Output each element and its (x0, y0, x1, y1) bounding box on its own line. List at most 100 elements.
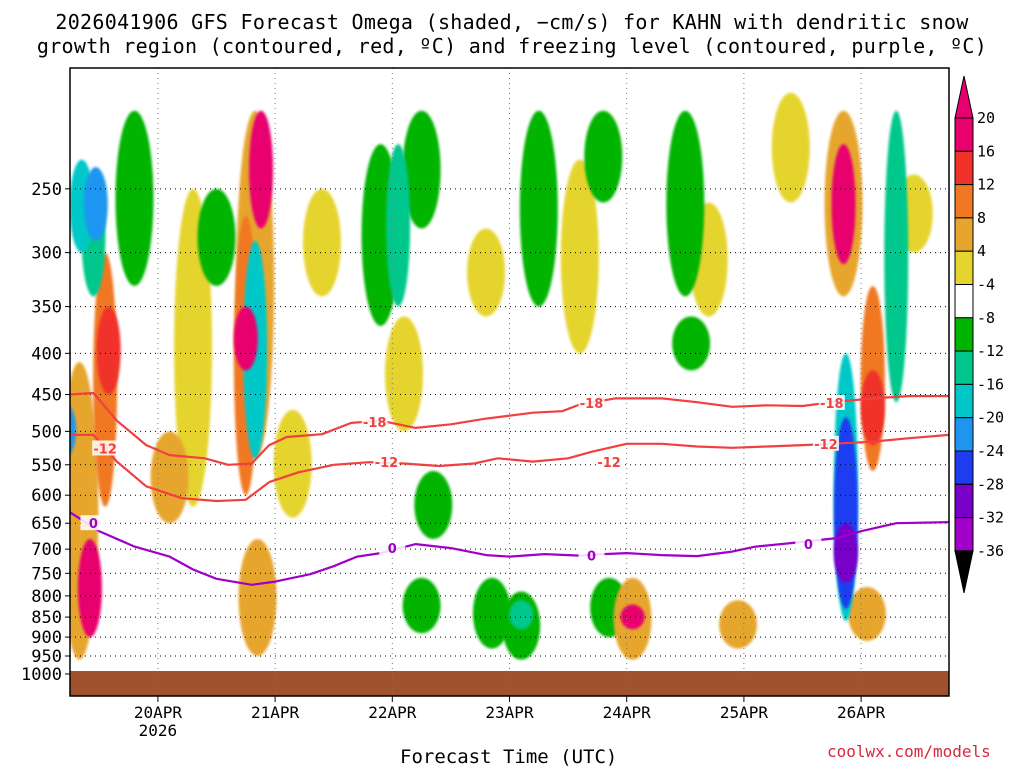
contour-line--18 (70, 391, 949, 466)
contour-label-bg (578, 394, 605, 410)
omega-blob (150, 431, 189, 524)
colorbar-band (954, 517, 974, 552)
pressure-tick-label: 850 (31, 608, 62, 628)
colorbar-band (954, 217, 974, 252)
pressure-tick-label: 1000 (21, 665, 62, 685)
contour-label: -18 (820, 397, 844, 412)
pressure-tick-label: 450 (31, 386, 62, 406)
omega-blob (672, 316, 711, 371)
omega-blob (302, 188, 341, 297)
omega-blob (83, 167, 108, 241)
chart-title-line2: growth region (contoured, red, ºC) and f… (36, 34, 988, 58)
contour-label-bg (379, 540, 406, 556)
colorbar-label: -20 (977, 409, 1004, 427)
omega-blob (233, 306, 258, 371)
time-tick-label: 23APR (485, 703, 534, 722)
colorbar-band (954, 284, 974, 319)
omega-blob (584, 110, 623, 203)
omega-blob (847, 587, 886, 641)
pressure-tick-label: 350 (31, 298, 62, 318)
contour-lines: -18 -18 -18 -12 -12 -12 -12 0 0 0 0 (70, 391, 949, 586)
time-tick-label: 25APR (720, 703, 769, 722)
omega-blob (115, 110, 154, 286)
omega-blob (96, 306, 121, 395)
contour-label: 0 (388, 542, 397, 557)
colorbar: 20 16 12 8 4 -4 -8 -12 -16 -20 -24 -28 -32 -36 (954, 75, 1004, 594)
time-tick-label: 24APR (603, 703, 652, 722)
colorbar-label: 20 (977, 109, 995, 127)
contour-label-bg (795, 536, 822, 552)
contour-label-bg (92, 440, 119, 456)
colorbar-band (954, 350, 974, 385)
pressure-tick-label: 750 (31, 564, 62, 584)
pressure-tick-label: 950 (31, 647, 62, 667)
omega-blob (385, 316, 424, 432)
omega-blob (560, 159, 599, 354)
colorbar-label: 8 (977, 209, 986, 227)
colorbar-top-arrow (954, 75, 974, 119)
omega-shading (70, 92, 933, 660)
colorbar-band (954, 483, 974, 519)
contour-label: -12 (93, 442, 117, 457)
time-tick-label: 21APR (251, 703, 300, 722)
chart-title-line1: 2026041906 GFS Forecast Omega (shaded, −… (55, 10, 969, 34)
colorbar-label: -16 (977, 375, 1004, 393)
colorbar-label: -28 (977, 475, 1004, 493)
contour-line-0 (70, 511, 949, 586)
omega-blob (719, 600, 758, 649)
pressure-tick-label: 600 (31, 486, 62, 506)
contour-label: 0 (89, 517, 98, 532)
time-tick-label: 26APR (837, 703, 886, 722)
omega-blob (884, 110, 909, 403)
omega-blob (273, 409, 312, 518)
colorbar-band (954, 184, 974, 219)
colorbar-band (954, 317, 974, 352)
omega-blob (402, 577, 441, 634)
time-tick-label: 20APR (134, 703, 183, 722)
omega-blob (666, 110, 705, 297)
contour-label: -18 (363, 416, 387, 431)
colorbar-label: -36 (977, 542, 1004, 560)
contour-label-bg (578, 547, 605, 563)
omega-blob (831, 144, 856, 265)
time-tick-sublabel: 2026 (139, 721, 178, 740)
colorbar-band (954, 150, 974, 186)
omega-blob (509, 600, 534, 630)
contour-label-bg (818, 394, 845, 410)
colorbar-label: 16 (977, 142, 995, 160)
colorbar-label: -4 (977, 276, 995, 294)
omega-blob (249, 110, 274, 229)
omega-blob (70, 405, 77, 455)
omega-blob (519, 110, 558, 307)
colorbar-label: 4 (977, 242, 986, 260)
omega-blob (472, 577, 511, 649)
contour-label: -12 (375, 456, 399, 471)
colorbar-band (954, 383, 974, 419)
pressure-axis: 2503003504004505005506006507007508008509… (21, 180, 70, 685)
contour-label-bg (812, 435, 839, 451)
omega-blob (197, 188, 236, 286)
pressure-tick-label: 900 (31, 628, 62, 648)
pressure-tick-label: 400 (31, 344, 62, 364)
colorbar-label: -32 (977, 509, 1004, 527)
colorbar-band (954, 450, 974, 485)
time-tick-label: 22APR (368, 703, 417, 722)
omega-blob (238, 539, 277, 657)
omega-blob (77, 539, 102, 638)
credit-link[interactable]: coolwx.com/models (827, 742, 991, 761)
colorbar-label: 12 (977, 176, 995, 194)
pressure-tick-label: 550 (31, 456, 62, 476)
contour-label-bg (373, 454, 400, 470)
contour-label-bg (596, 454, 623, 470)
pressure-tick-label: 800 (31, 587, 62, 607)
pressure-tick-label: 500 (31, 422, 62, 442)
colorbar-band (954, 117, 974, 152)
contour-label-bg (80, 515, 107, 531)
contour-label: 0 (804, 538, 813, 553)
pressure-tick-label: 300 (31, 244, 62, 264)
omega-blob (860, 370, 885, 446)
pressure-tick-label: 700 (31, 540, 62, 560)
colorbar-bottom-arrow (954, 550, 974, 594)
omega-blob (414, 471, 453, 540)
